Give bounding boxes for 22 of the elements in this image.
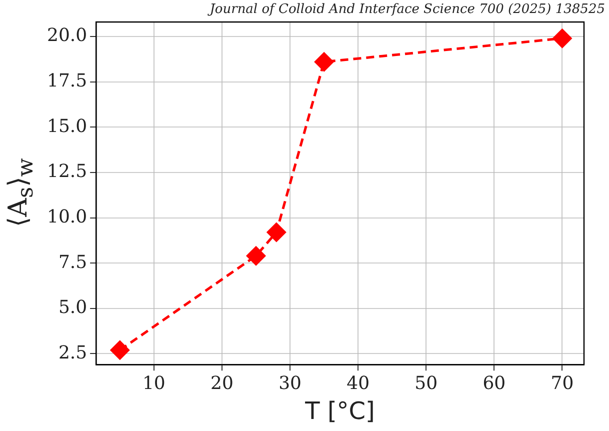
x-tick-label: 20 [210, 373, 234, 394]
x-tick-label: 70 [550, 373, 574, 394]
x-tick-label: 50 [414, 373, 438, 394]
y-tick-label: 12.5 [47, 161, 88, 182]
y-tick-label: 2.5 [58, 342, 88, 364]
point [246, 246, 266, 266]
text: Journal of Colloid And Interface Science 700 (2025) 138525 [210, 2, 605, 17]
x-tick-label: 60 [482, 373, 506, 394]
point [552, 28, 572, 48]
x-axis-title: T [°C] [304, 396, 375, 425]
x-tick-label: 10 [142, 373, 166, 394]
point [314, 52, 334, 72]
y-tick-label: 20.0 [47, 25, 88, 46]
y-tick-label: 5.0 [58, 297, 88, 318]
y-tick-label: 10.0 [47, 206, 88, 228]
point [110, 340, 130, 360]
x-tick-label: 30 [278, 373, 302, 394]
x-tick-label: 40 [346, 373, 370, 394]
point [266, 222, 286, 242]
y-tick-label: 7.5 [58, 252, 88, 273]
y-tick-label: 17.5 [47, 70, 88, 92]
y-tick-label: 15.0 [47, 116, 88, 137]
